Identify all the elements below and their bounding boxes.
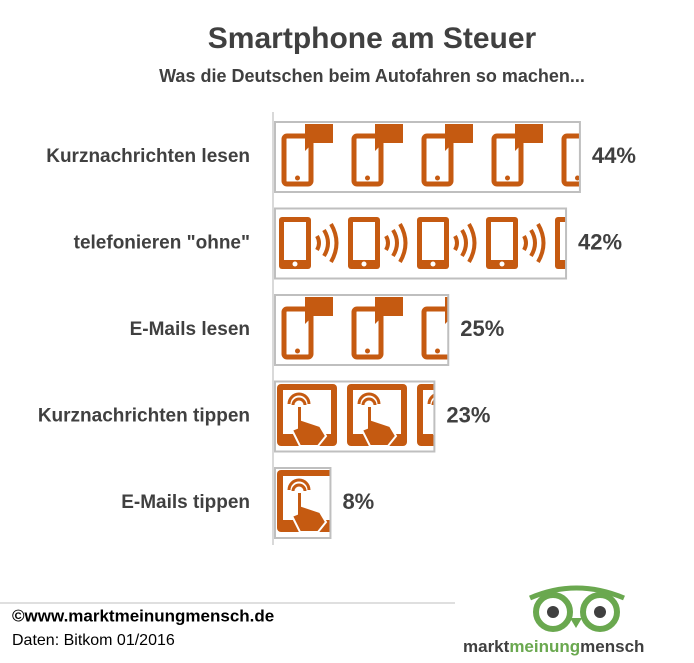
bar [274,380,436,453]
chart-title: Smartphone am Steuer [208,22,537,55]
logo-text: meinung [509,637,580,656]
bar [274,467,332,539]
value-label: 25% [460,316,504,341]
category-label: E-Mails tippen [121,492,250,513]
svg-text:marktmeinungmensch: marktmeinungmensch [463,637,644,656]
logo: marktmeinungmensch [463,585,644,656]
bar [274,121,581,193]
bar [274,294,450,366]
category-label: E-Mails lesen [130,319,250,340]
logo-text: mensch [580,637,644,656]
value-label: 42% [578,229,622,254]
value-label: 23% [446,402,490,427]
copyright: ©www.marktmeinungmensch.de [12,606,274,625]
logo-text: markt [463,637,510,656]
category-label: Kurznachrichten tippen [38,406,250,427]
value-label: 44% [592,143,636,168]
source: Daten: Bitkom 01/2016 [12,632,175,649]
chart-subtitle: Was die Deutschen beim Autofahren so mac… [159,66,585,86]
category-label: Kurznachrichten lesen [46,146,250,167]
bar [274,207,568,280]
value-label: 8% [342,489,374,514]
category-label: telefonieren "ohne" [74,233,250,254]
